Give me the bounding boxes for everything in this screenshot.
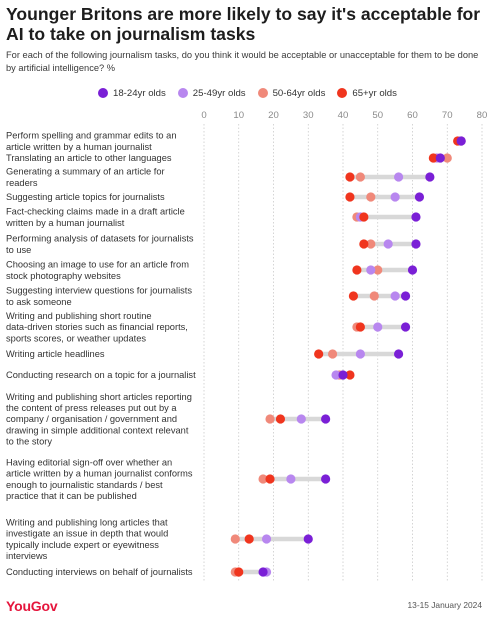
legend-dot-18-24 xyxy=(98,88,108,98)
data-point-65+yr-olds xyxy=(355,322,365,332)
data-point-25-49yr-olds xyxy=(296,414,306,424)
category-label: Conducting research on a topic for a jou… xyxy=(6,370,196,380)
category-label: Conducting interviews on behalf of journ… xyxy=(6,567,193,577)
chart-subtitle: For each of the following journalism tas… xyxy=(6,50,479,73)
legend: 18-24yr olds 25-49yr olds 50-64yr olds 6… xyxy=(98,86,409,100)
data-point-18-24yr-olds xyxy=(425,172,435,182)
x-tick-label: 50 xyxy=(372,110,383,121)
data-point-65+yr-olds xyxy=(345,172,355,182)
data-point-25-49yr-olds xyxy=(394,172,404,182)
data-point-18-24yr-olds xyxy=(400,291,411,301)
x-tick-label: 60 xyxy=(407,110,418,121)
data-point-50-64yr-olds xyxy=(366,239,376,249)
data-point-18-24yr-olds xyxy=(407,265,418,275)
data-point-25-49yr-olds xyxy=(390,291,400,301)
x-tick-label: 10 xyxy=(233,110,244,121)
survey-date: 13-15 January 2024 xyxy=(407,600,483,610)
category-label: Having editorial sign-off over whether a… xyxy=(6,457,193,501)
data-point-50-64yr-olds xyxy=(258,474,268,484)
data-point-25-49yr-olds xyxy=(366,265,376,275)
data-point-50-64yr-olds xyxy=(442,153,452,163)
legend-label-25-49: 25-49yr olds xyxy=(192,87,246,99)
x-tick-label: 40 xyxy=(338,110,349,121)
category-label: Suggesting article topics for journalist… xyxy=(6,192,165,202)
data-point-18-24yr-olds xyxy=(303,534,313,544)
data-point-65+yr-olds xyxy=(348,291,359,301)
data-point-50-64yr-olds xyxy=(265,414,275,424)
x-tick-label: 80 xyxy=(477,110,488,121)
data-point-65+yr-olds xyxy=(244,534,254,544)
data-point-25-49yr-olds xyxy=(355,349,365,359)
data-point-18-24yr-olds xyxy=(321,414,331,424)
category-label: Generating a summary of an article for re… xyxy=(6,167,165,188)
data-point-65+yr-olds xyxy=(359,239,369,249)
x-tick-label: 0 xyxy=(201,110,206,121)
legend-item-18-24: 18-24yr olds xyxy=(98,88,166,99)
data-point-25-49yr-olds xyxy=(331,370,341,380)
x-tick-label: 30 xyxy=(303,110,314,121)
data-point-50-64yr-olds xyxy=(366,192,376,202)
data-point-18-24yr-olds xyxy=(435,153,445,163)
chart-title: Younger Britons are more likely to say i… xyxy=(6,4,481,44)
data-point-25-49yr-olds xyxy=(286,474,296,484)
data-point-18-24yr-olds xyxy=(394,349,404,359)
category-label: Writing and publishing short articles re… xyxy=(6,392,192,447)
data-point-65+yr-olds xyxy=(345,370,355,380)
data-point-18-24yr-olds xyxy=(338,370,348,380)
legend-label-50-64: 50-64yr olds xyxy=(272,87,326,99)
data-point-65+yr-olds xyxy=(345,192,355,202)
data-point-65+yr-olds xyxy=(352,265,362,275)
legend-label-65-plus: 65+yr olds xyxy=(352,87,397,99)
data-point-18-24yr-olds xyxy=(414,192,425,202)
legend-dot-65-plus xyxy=(337,88,348,98)
data-point-18-24yr-olds xyxy=(400,322,411,332)
legend-dot-50-64 xyxy=(257,88,268,98)
category-label: Writing article headlines xyxy=(6,349,105,359)
data-point-65+yr-olds xyxy=(314,349,324,359)
yougov-logo: YouGov xyxy=(6,598,58,614)
data-point-25-49yr-olds xyxy=(373,322,383,332)
data-point-18-24yr-olds xyxy=(456,136,466,146)
data-point-50-64yr-olds xyxy=(230,534,240,544)
legend-item-25-49: 25-49yr olds xyxy=(177,87,246,99)
data-point-50-64yr-olds xyxy=(355,172,365,182)
category-label: Performing analysis of datasets for jour… xyxy=(6,234,194,255)
legend-dot-25-49 xyxy=(177,88,188,98)
data-point-18-24yr-olds xyxy=(411,239,421,249)
data-point-18-24yr-olds xyxy=(321,474,331,484)
data-point-18-24yr-olds xyxy=(258,567,268,577)
data-point-50-64yr-olds xyxy=(327,349,338,359)
category-label: Writing and publishing long articles tha… xyxy=(6,517,168,561)
data-point-65+yr-olds xyxy=(359,212,369,222)
legend-label-18-24: 18-24yr olds xyxy=(113,87,166,99)
category-label: Choosing an image to use for an article … xyxy=(6,260,189,281)
category-label: Perform spelling and grammar edits to an… xyxy=(6,131,177,152)
data-point-65+yr-olds xyxy=(428,153,438,163)
x-tick-label: 20 xyxy=(268,110,279,121)
x-tick-label: 70 xyxy=(442,110,453,121)
data-point-65+yr-olds xyxy=(275,414,286,424)
category-label: Fact-checking claims made in a draft art… xyxy=(5,207,185,228)
category-label: Suggesting interview questions for journ… xyxy=(6,286,192,307)
data-point-50-64yr-olds xyxy=(373,265,383,275)
legend-item-65-plus: 65+yr olds xyxy=(337,88,397,99)
data-point-25-49yr-olds xyxy=(383,239,393,249)
data-point-25-49yr-olds xyxy=(261,534,272,544)
data-point-50-64yr-olds xyxy=(369,291,379,301)
legend-item-50-64: 50-64yr olds xyxy=(257,87,326,99)
category-label: Writing and publishing short routine data… xyxy=(6,311,188,343)
data-point-65+yr-olds xyxy=(234,567,244,577)
data-point-65+yr-olds xyxy=(265,474,275,484)
category-label: Translating an article to other language… xyxy=(6,153,172,163)
data-point-18-24yr-olds xyxy=(411,212,421,222)
data-point-25-49yr-olds xyxy=(390,192,400,202)
